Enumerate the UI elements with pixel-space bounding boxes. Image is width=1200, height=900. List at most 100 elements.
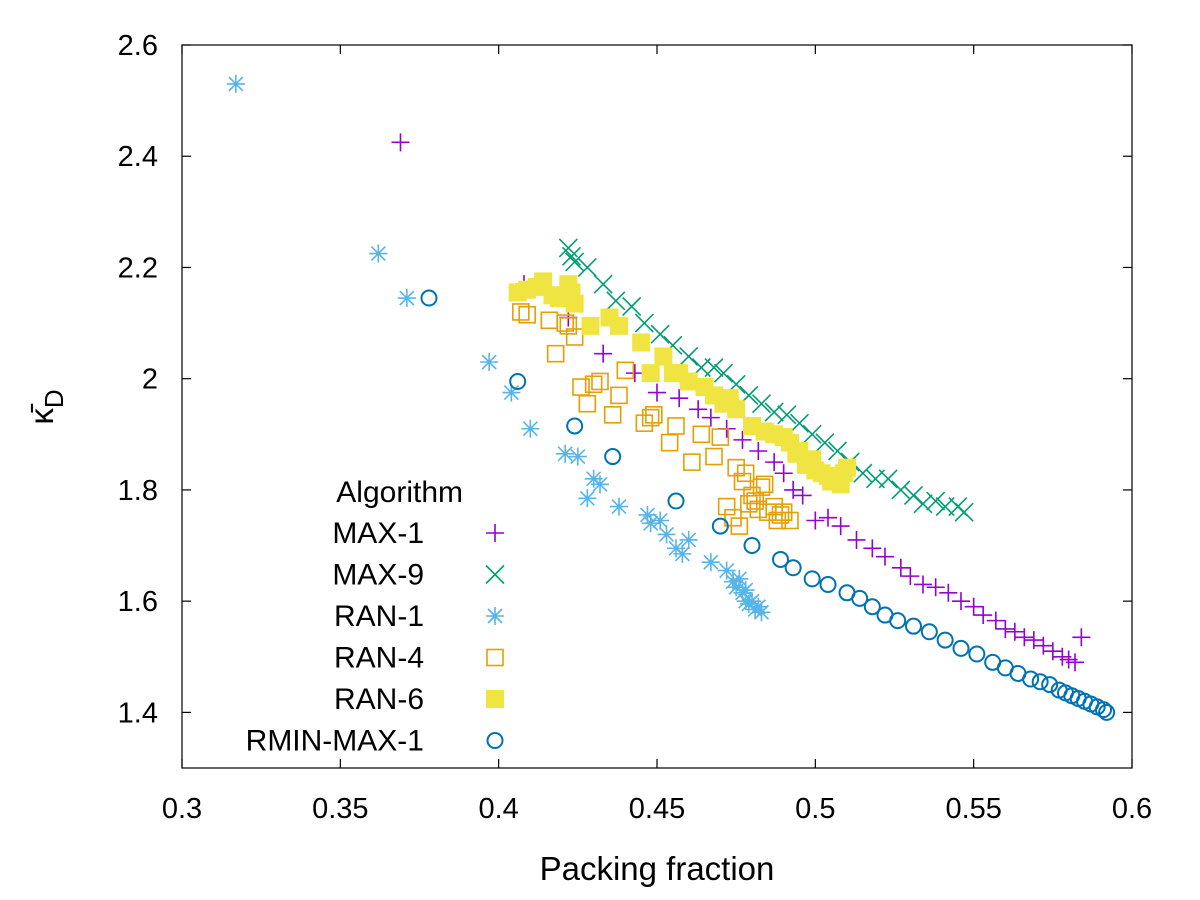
y-axis-title-subscript: D bbox=[39, 389, 69, 408]
data-point bbox=[1022, 670, 1040, 688]
data-point bbox=[616, 361, 635, 380]
data-point bbox=[486, 648, 504, 667]
data-point bbox=[679, 530, 698, 549]
data-point bbox=[752, 603, 771, 622]
data-point bbox=[591, 475, 609, 494]
legend: Algorithm MAX-1 MAX-9 RAN-1 RAN-4 RAN-6 RMIN-… bbox=[246, 476, 505, 758]
data-point bbox=[578, 394, 597, 413]
data-point bbox=[952, 639, 970, 657]
legend-marker bbox=[486, 690, 504, 708]
data-point bbox=[683, 453, 701, 471]
data-point bbox=[578, 489, 597, 508]
data-point bbox=[566, 417, 584, 435]
legend-label: RAN-6 bbox=[334, 683, 424, 716]
data-point bbox=[764, 402, 784, 422]
data-point bbox=[565, 328, 584, 346]
data-point bbox=[863, 539, 882, 558]
data-point bbox=[876, 547, 894, 566]
data-point bbox=[736, 581, 755, 600]
data-point bbox=[518, 305, 536, 324]
data-point bbox=[755, 475, 774, 494]
plot-frame bbox=[181, 44, 1133, 769]
data-point bbox=[1072, 628, 1091, 647]
data-point bbox=[705, 447, 723, 466]
data-point bbox=[926, 578, 945, 597]
data-point bbox=[641, 514, 660, 533]
data-point bbox=[654, 347, 673, 366]
data-point bbox=[920, 623, 938, 641]
data-point bbox=[736, 464, 755, 483]
data-point bbox=[831, 517, 850, 536]
data-point bbox=[749, 441, 768, 460]
data-point bbox=[878, 469, 898, 489]
data-point bbox=[593, 274, 613, 294]
series-ran-4 bbox=[512, 303, 799, 535]
data-point bbox=[603, 406, 622, 424]
data-point bbox=[679, 372, 698, 391]
data-point bbox=[556, 314, 574, 332]
series-ran-1 bbox=[226, 74, 771, 622]
y-tick-label: 1.4 bbox=[118, 697, 158, 729]
data-point bbox=[565, 252, 585, 272]
data-point bbox=[679, 346, 699, 367]
y-tick-label: 2.2 bbox=[118, 252, 158, 284]
series-rmin-max-1 bbox=[420, 289, 1116, 721]
series-max-9 bbox=[558, 238, 974, 522]
data-point bbox=[701, 553, 720, 572]
data-point bbox=[891, 558, 910, 577]
x-tick-label: 0.35 bbox=[312, 793, 368, 825]
data-point bbox=[752, 478, 771, 496]
data-point bbox=[1031, 673, 1049, 691]
data-point bbox=[905, 617, 922, 635]
svg-text:κ̄D: κ̄D bbox=[23, 389, 69, 424]
data-point bbox=[727, 400, 746, 419]
data-point bbox=[793, 486, 812, 505]
legend-label: MAX-1 bbox=[332, 517, 424, 550]
data-point bbox=[819, 575, 837, 593]
data-point bbox=[789, 413, 810, 433]
data-point bbox=[568, 447, 587, 466]
data-point bbox=[645, 406, 663, 424]
data-point bbox=[502, 383, 521, 402]
y-tick-label: 1.8 bbox=[118, 475, 158, 507]
data-point bbox=[1005, 622, 1024, 641]
data-point bbox=[486, 732, 504, 749]
data-point bbox=[765, 453, 784, 472]
data-point bbox=[772, 550, 789, 568]
data-point bbox=[711, 517, 729, 535]
data-point bbox=[727, 458, 745, 477]
legend-label: RMIN-MAX-1 bbox=[246, 725, 424, 758]
data-point bbox=[851, 589, 869, 607]
data-point bbox=[986, 611, 1005, 630]
data-point bbox=[556, 444, 575, 463]
data-point bbox=[591, 372, 609, 391]
legend-label: MAX-9 bbox=[332, 559, 424, 592]
data-point bbox=[641, 408, 660, 427]
data-point bbox=[954, 502, 974, 522]
data-point bbox=[996, 619, 1015, 638]
data-point bbox=[964, 597, 983, 616]
data-point bbox=[486, 690, 504, 708]
data-point bbox=[667, 492, 685, 510]
data-point bbox=[565, 294, 584, 313]
data-point bbox=[689, 400, 708, 419]
data-point bbox=[743, 537, 761, 555]
data-point bbox=[806, 511, 825, 530]
data-point bbox=[724, 572, 742, 591]
x-tick-label: 0.55 bbox=[945, 793, 1001, 825]
data-point bbox=[651, 511, 670, 530]
series-ran-6 bbox=[508, 272, 856, 494]
data-point bbox=[713, 363, 734, 383]
data-point bbox=[521, 419, 540, 438]
x-tick-label: 0.5 bbox=[795, 793, 835, 825]
data-point bbox=[546, 344, 565, 363]
data-point bbox=[717, 497, 736, 516]
x-tick-label: 0.6 bbox=[1112, 793, 1152, 825]
data-point bbox=[952, 592, 970, 611]
data-point bbox=[622, 296, 642, 316]
data-point bbox=[847, 530, 866, 549]
y-tick-label: 1.6 bbox=[118, 586, 158, 618]
data-point bbox=[648, 383, 666, 402]
